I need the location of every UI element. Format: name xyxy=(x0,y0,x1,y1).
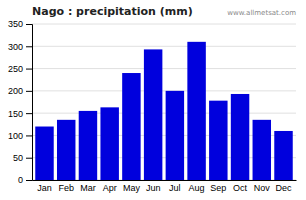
y-tick: 350 xyxy=(8,19,32,29)
grid xyxy=(32,24,296,180)
x-tick-label: Jul xyxy=(169,183,181,193)
bar xyxy=(79,111,97,180)
x-tick-label: Nov xyxy=(254,183,271,193)
x-tick: Sep xyxy=(210,183,226,193)
y-tick: 300 xyxy=(8,42,32,52)
y-tick-label: 100 xyxy=(8,131,23,141)
x-tick-label: Jun xyxy=(146,183,161,193)
y-tick-label: 150 xyxy=(8,109,23,119)
x-tick: Feb xyxy=(58,183,74,193)
y-tick-label: 50 xyxy=(13,153,23,163)
annotation: www.allmetsat.com xyxy=(227,9,296,17)
x-tick-label: Feb xyxy=(58,183,74,193)
y-tick: 250 xyxy=(8,64,32,74)
y-tick: 150 xyxy=(8,109,32,119)
bar xyxy=(187,42,205,180)
grid-line xyxy=(32,113,296,114)
bar xyxy=(166,91,184,180)
y-tick-label: 250 xyxy=(8,64,23,74)
plot-area: 050100150200250300350JanFebMarAprMayJunJ… xyxy=(8,19,297,193)
x-tick-label: Dec xyxy=(275,183,292,193)
x-tick-label: Apr xyxy=(103,183,117,193)
x-axis-line xyxy=(33,180,297,181)
y-tick: 100 xyxy=(8,131,32,141)
y-tick-label: 0 xyxy=(18,175,23,185)
x-tick: Nov xyxy=(254,183,271,193)
grid-line xyxy=(32,90,296,91)
y-axis-line xyxy=(26,25,33,181)
y-tick-mark xyxy=(26,158,32,159)
y-tick-mark xyxy=(26,180,32,181)
bar xyxy=(100,107,118,180)
y-tick-mark xyxy=(26,113,32,114)
chart: 050100150200250300350JanFebMarAprMayJunJ… xyxy=(0,0,306,200)
x-tick: Oct xyxy=(233,183,248,193)
y-tick-mark xyxy=(26,91,32,92)
bar xyxy=(144,49,162,180)
title: Nago : precipitation (mm) xyxy=(32,5,193,18)
y-tick-mark xyxy=(26,135,32,136)
y-tick: 200 xyxy=(8,86,32,96)
y-tick-label: 200 xyxy=(8,86,23,96)
y-axis: 0 50 100 150 200 250 300 350 xyxy=(8,19,33,185)
y-tick-label: 300 xyxy=(8,42,23,52)
x-tick-label: Oct xyxy=(233,183,248,193)
x-tick: Aug xyxy=(189,183,205,193)
y-tick: 0 xyxy=(18,175,32,185)
bar xyxy=(35,127,53,180)
x-tick: Apr xyxy=(103,183,117,193)
bar xyxy=(122,73,140,180)
x-axis: Jan Feb Mar Apr May Jun Jul Aug Sep Oct Nov Dec xyxy=(33,181,297,194)
x-tick: Dec xyxy=(275,183,292,193)
y-tick-mark xyxy=(26,69,32,70)
bar xyxy=(231,94,249,180)
x-tick-label: Sep xyxy=(210,183,226,193)
x-tick: Mar xyxy=(80,183,96,193)
x-tick: Jul xyxy=(169,183,181,193)
y-tick-label: 350 xyxy=(8,19,23,29)
x-tick-label: Mar xyxy=(80,183,96,193)
y-tick: 50 xyxy=(13,153,32,163)
y-tick-mark xyxy=(26,24,32,25)
bar xyxy=(209,101,227,180)
x-tick: Jan xyxy=(37,183,52,193)
bar xyxy=(253,120,271,180)
x-tick: May xyxy=(123,183,141,193)
bar xyxy=(57,120,75,180)
x-tick-label: May xyxy=(123,183,141,193)
x-tick: Jun xyxy=(146,183,161,193)
bar xyxy=(274,131,292,180)
y-tick-mark xyxy=(26,46,32,47)
bars xyxy=(35,42,292,180)
grid-line xyxy=(32,46,296,47)
grid-line xyxy=(32,68,296,69)
grid-line xyxy=(32,24,296,25)
x-tick-label: Jan xyxy=(37,183,52,193)
x-tick-label: Aug xyxy=(189,183,205,193)
